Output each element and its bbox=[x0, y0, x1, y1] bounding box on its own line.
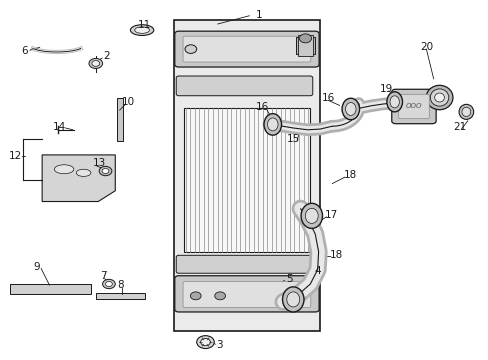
Text: 15: 15 bbox=[286, 134, 299, 144]
Text: OOO: OOO bbox=[405, 103, 422, 109]
Text: 17: 17 bbox=[324, 210, 337, 220]
FancyBboxPatch shape bbox=[174, 276, 319, 312]
Ellipse shape bbox=[389, 96, 399, 108]
Bar bbox=[183, 108, 310, 252]
Text: 18: 18 bbox=[343, 170, 356, 180]
Circle shape bbox=[184, 45, 196, 53]
Bar bbox=[295, 37, 315, 54]
Ellipse shape bbox=[264, 114, 281, 135]
Text: 20: 20 bbox=[419, 42, 432, 51]
FancyBboxPatch shape bbox=[183, 36, 310, 62]
Text: 5: 5 bbox=[285, 274, 292, 284]
Text: 12: 12 bbox=[9, 150, 22, 161]
FancyBboxPatch shape bbox=[183, 282, 310, 308]
FancyBboxPatch shape bbox=[176, 255, 312, 273]
Ellipse shape bbox=[345, 103, 355, 116]
Bar bbox=[117, 98, 122, 140]
Text: 13: 13 bbox=[92, 158, 105, 168]
Text: 19: 19 bbox=[380, 84, 393, 94]
Ellipse shape bbox=[76, 169, 91, 176]
Circle shape bbox=[102, 279, 115, 289]
Text: 7: 7 bbox=[100, 271, 106, 281]
FancyBboxPatch shape bbox=[176, 76, 312, 96]
Text: 6: 6 bbox=[21, 46, 27, 56]
Bar bbox=[173, 21, 320, 330]
Ellipse shape bbox=[301, 203, 322, 228]
Ellipse shape bbox=[293, 291, 307, 301]
Text: 3: 3 bbox=[216, 340, 223, 350]
Ellipse shape bbox=[341, 98, 359, 120]
Ellipse shape bbox=[267, 118, 278, 131]
Text: 1: 1 bbox=[255, 10, 262, 20]
Ellipse shape bbox=[434, 93, 444, 102]
Circle shape bbox=[102, 168, 109, 174]
Ellipse shape bbox=[461, 107, 470, 117]
Ellipse shape bbox=[214, 292, 225, 300]
Polygon shape bbox=[42, 155, 115, 202]
Text: 16: 16 bbox=[321, 93, 334, 103]
Text: 8: 8 bbox=[117, 280, 123, 290]
Text: 9: 9 bbox=[33, 262, 40, 272]
Circle shape bbox=[89, 58, 102, 68]
FancyBboxPatch shape bbox=[391, 89, 435, 124]
Ellipse shape bbox=[54, 165, 74, 174]
Ellipse shape bbox=[282, 287, 304, 312]
Ellipse shape bbox=[386, 92, 402, 112]
Bar bbox=[10, 284, 91, 294]
Circle shape bbox=[196, 336, 214, 348]
Circle shape bbox=[200, 338, 210, 346]
Ellipse shape bbox=[286, 292, 299, 307]
Text: 11: 11 bbox=[138, 20, 151, 30]
Ellipse shape bbox=[135, 27, 149, 33]
Ellipse shape bbox=[130, 25, 154, 36]
Text: 4: 4 bbox=[314, 266, 320, 276]
FancyBboxPatch shape bbox=[398, 94, 428, 119]
Ellipse shape bbox=[458, 104, 473, 120]
Circle shape bbox=[92, 60, 100, 66]
Text: 16: 16 bbox=[255, 102, 268, 112]
Ellipse shape bbox=[425, 85, 452, 110]
Text: 21: 21 bbox=[452, 122, 466, 132]
FancyBboxPatch shape bbox=[174, 31, 319, 67]
Ellipse shape bbox=[299, 34, 311, 43]
Text: 2: 2 bbox=[103, 51, 110, 61]
Ellipse shape bbox=[296, 293, 305, 299]
Ellipse shape bbox=[190, 292, 201, 300]
Text: 18: 18 bbox=[329, 249, 342, 260]
Bar bbox=[96, 293, 144, 300]
Circle shape bbox=[105, 282, 112, 287]
Bar bbox=[298, 35, 312, 56]
Ellipse shape bbox=[429, 89, 448, 106]
Circle shape bbox=[99, 166, 112, 176]
Text: 14: 14 bbox=[53, 122, 66, 132]
Text: 10: 10 bbox=[122, 97, 135, 107]
Ellipse shape bbox=[305, 208, 318, 224]
